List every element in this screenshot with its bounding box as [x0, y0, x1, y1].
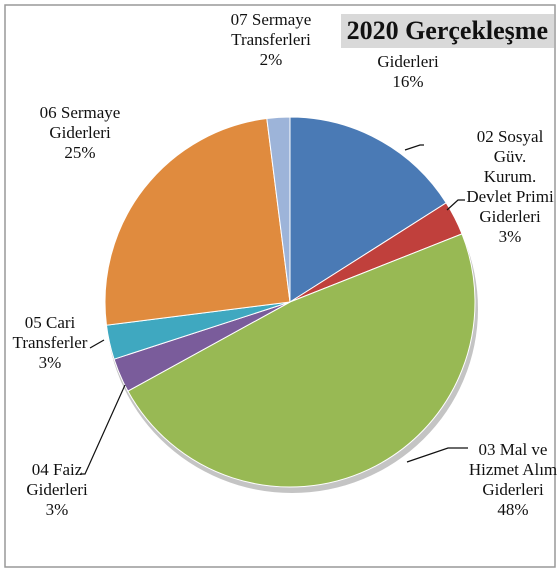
leader-line: [404, 144, 424, 151]
leader-line: [406, 447, 468, 463]
slice-label: 05 Cari Transferler 3%: [8, 313, 92, 373]
leader-line: [446, 199, 465, 211]
slice-label: 06 Sermaye Giderleri 25%: [38, 103, 122, 163]
pie-slice: [289, 116, 447, 303]
chart-title: 2020 Gerçekleşme: [340, 14, 554, 48]
pie-slice: [127, 233, 476, 488]
value-label: 3%: [38, 353, 62, 372]
category-label: 02 Sosyal Güv. Kurum. Devlet Primi Gider…: [466, 127, 554, 226]
pie-slice: [104, 117, 291, 326]
frame: [4, 4, 556, 568]
value-label: 48%: [497, 500, 529, 519]
leader-line: [80, 384, 126, 475]
value-label: 2%: [259, 50, 283, 69]
category-label: 04 Faiz Giderleri: [26, 460, 88, 499]
slices: [104, 116, 476, 488]
pie-slice: [266, 116, 291, 303]
slice-label: 04 Faiz Giderleri 3%: [14, 460, 100, 520]
category-label: 07 Sermaye Transferleri: [230, 10, 312, 49]
category-label: 06 Sermaye Giderleri: [39, 103, 121, 142]
category-label: 05 Cari Transferler: [12, 313, 88, 352]
slice-label: 02 Sosyal Güv. Kurum. Devlet Primi Gider…: [466, 127, 554, 247]
slice-label: 07 Sermaye Transferleri 2%: [228, 10, 314, 70]
value-label: 25%: [64, 143, 96, 162]
category-label: 03 Mal ve Hizmet Alım Giderleri: [468, 440, 558, 499]
slice-label: 03 Mal ve Hizmet Alım Giderleri 48%: [466, 440, 560, 520]
value-label: 3%: [45, 500, 69, 519]
value-label: 16%: [392, 72, 424, 91]
leader-lines: [80, 144, 468, 475]
value-label: 3%: [498, 227, 522, 246]
leader-line: [89, 339, 105, 349]
